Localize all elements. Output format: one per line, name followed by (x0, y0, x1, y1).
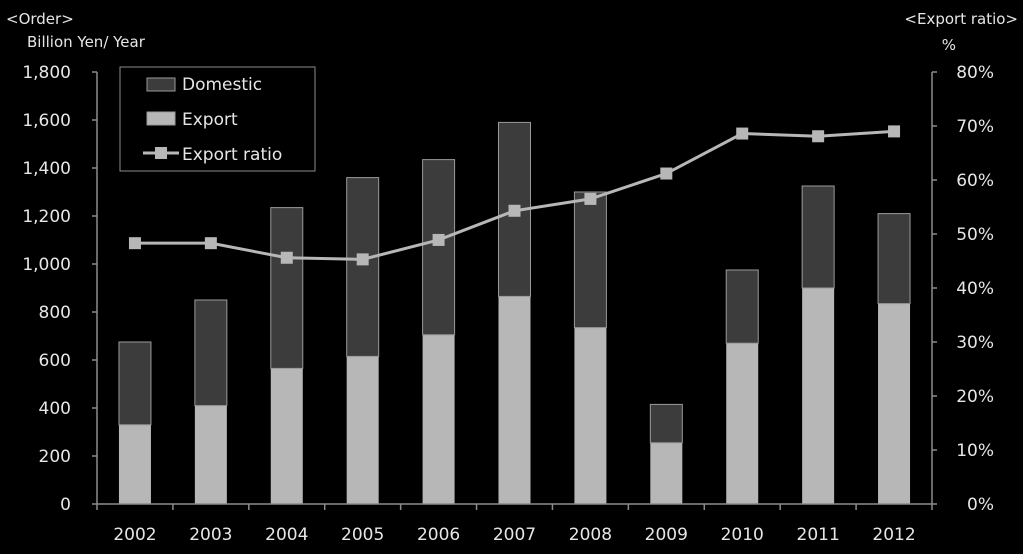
bar-export-2004 (270, 368, 303, 504)
left-tick-label: 1,000 (22, 255, 71, 275)
export-ratio-marker-2007 (508, 204, 521, 217)
right-tick-label: 40% (956, 279, 994, 299)
x-tick-label-2007: 2007 (493, 525, 536, 545)
right-tick-label: 60% (956, 171, 994, 191)
export-ratio-marker-2005 (356, 253, 369, 266)
export-ratio-marker-2008 (584, 192, 597, 205)
export-ratio-marker-2006 (432, 233, 445, 246)
left-tick-label: 600 (39, 351, 71, 371)
x-tick-label-2008: 2008 (569, 525, 612, 545)
right-axis-unit: % (942, 36, 956, 54)
bar-export-2009 (650, 442, 683, 504)
x-tick-label-2006: 2006 (417, 525, 460, 545)
left-tick-label: 1,400 (22, 159, 71, 179)
bar-export-2006 (422, 334, 455, 504)
bar-export-2007 (498, 296, 531, 504)
left-tick-label: 1,200 (22, 207, 71, 227)
bar-domestic-2011 (801, 185, 835, 289)
right-tick-label: 70% (956, 117, 994, 137)
x-tick-label-2012: 2012 (872, 525, 915, 545)
left-tick-label: 0 (60, 495, 71, 515)
export-ratio-marker-2009 (660, 167, 673, 180)
export-ratio-marker-2003 (204, 237, 217, 250)
x-tick-label-2004: 2004 (265, 525, 308, 545)
left-axis-header: <Order> (6, 10, 74, 28)
x-tick-label-2002: 2002 (113, 525, 156, 545)
axes-layer: 0 200 400 600 800 1,000 1,200 1,400 1,600 1,800 0%… (22, 63, 994, 545)
x-tick-label-2011: 2011 (797, 525, 840, 545)
export-ratio-marker-2002 (128, 237, 141, 250)
right-tick-label: 50% (956, 225, 994, 245)
bar-domestic-2012 (877, 213, 911, 305)
legend-label-export: Export (182, 110, 238, 130)
bar-export-2005 (346, 356, 379, 504)
bar-domestic-2003 (194, 299, 228, 407)
right-tick-label: 80% (956, 63, 994, 83)
export-ratio-marker-2010 (736, 127, 749, 140)
left-axis-unit: Billion Yen/ Year (27, 33, 146, 51)
left-tick-label: 200 (39, 447, 71, 467)
bar-domestic-2009 (649, 403, 683, 444)
bar-domestic-2005 (346, 177, 380, 357)
left-tick-label: 400 (39, 399, 71, 419)
ratio-line-layer (128, 125, 901, 266)
bar-domestic-2008 (573, 191, 607, 329)
bar-domestic-2004 (270, 207, 304, 369)
legend-marker-export-ratio (155, 147, 167, 159)
legend-label-domestic: Domestic (182, 75, 262, 95)
left-tick-label: 1,800 (22, 63, 71, 83)
x-tick-label-2010: 2010 (721, 525, 764, 545)
legend-swatch-domestic (146, 77, 176, 92)
right-tick-label: 10% (956, 441, 994, 461)
export-ratio-marker-2012 (888, 125, 901, 138)
legend-label-export-ratio: Export ratio (182, 145, 282, 165)
legend: Domestic Export Export ratio (119, 66, 316, 172)
bar-domestic-2002 (118, 341, 152, 426)
bar-domestic-2010 (725, 269, 759, 344)
legend-swatch-export (146, 111, 176, 126)
bars-layer (118, 121, 911, 504)
right-axis-header: <Export ratio> (904, 10, 1018, 28)
bar-export-2011 (802, 288, 835, 504)
left-tick-label: 1,600 (22, 111, 71, 131)
bar-export-2008 (574, 327, 607, 504)
x-tick-label-2005: 2005 (341, 525, 384, 545)
bar-export-2012 (878, 303, 911, 504)
export-ratio-marker-2004 (280, 251, 293, 264)
bar-export-2010 (726, 343, 759, 504)
bar-export-2002 (118, 424, 151, 504)
left-tick-label: 800 (39, 303, 71, 323)
right-tick-label: 30% (956, 333, 994, 353)
right-tick-label: 20% (956, 387, 994, 407)
bar-domestic-2006 (422, 159, 456, 336)
x-tick-label-2003: 2003 (189, 525, 232, 545)
export-ratio-marker-2011 (812, 130, 825, 143)
right-tick-label: 0% (967, 495, 994, 515)
bar-export-2003 (194, 405, 227, 504)
x-tick-label-2009: 2009 (645, 525, 688, 545)
